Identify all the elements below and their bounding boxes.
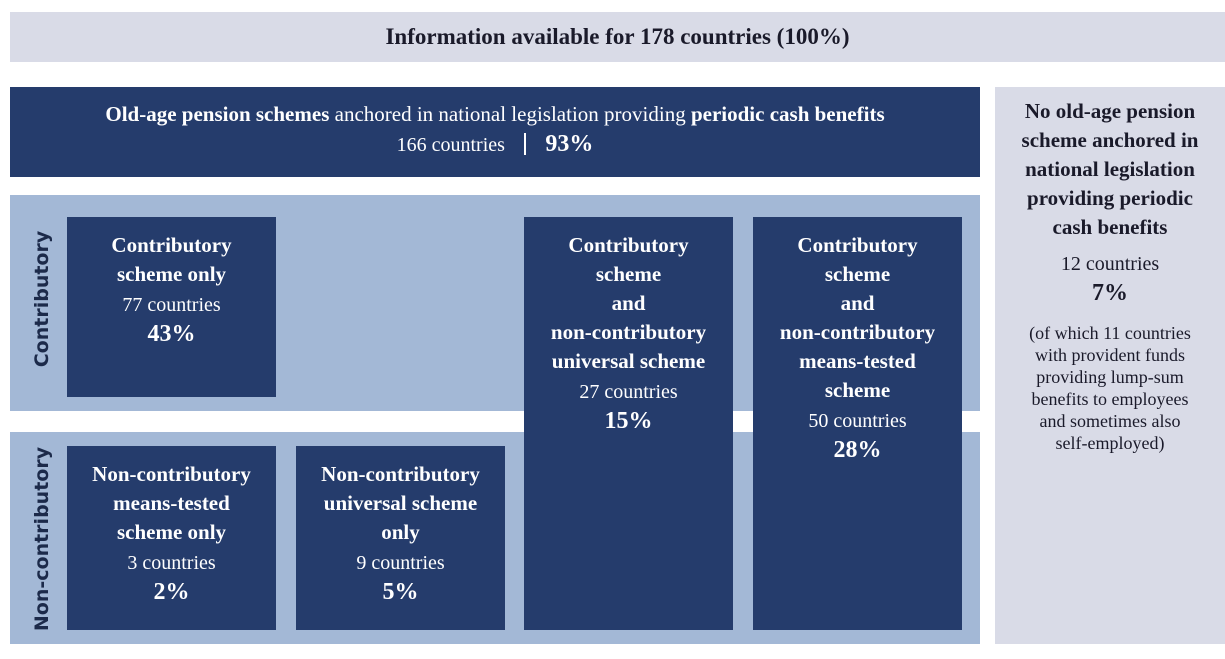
box-countries: 27 countries (579, 381, 678, 403)
scheme-box: Contributory scheme and non-contributory uni… (524, 217, 733, 630)
scheme-box: Non-contributory means-tested scheme only 3… (67, 446, 276, 630)
side-note: providing lump-sum (1036, 367, 1184, 387)
box-percent: 43% (147, 321, 196, 347)
diagram: Information available for 178 countries … (10, 12, 1225, 644)
box-title: non-contributory (550, 320, 707, 344)
main-countries: 166 countries (396, 134, 505, 156)
group-label: Non-contributory (31, 446, 53, 632)
box-percent: 15% (604, 408, 653, 434)
header-title: Information available for 178 countries … (10, 12, 1225, 62)
box-title: scheme (824, 262, 891, 286)
box-title: means-tested (799, 349, 916, 373)
box-percent: 28% (833, 437, 882, 463)
box-title: only (381, 520, 420, 544)
side-title: national legislation (1025, 157, 1195, 181)
main-title-bold: periodic cash benefits (690, 102, 885, 126)
side-countries: 12 countries (1060, 253, 1160, 275)
box-percent: 5% (382, 579, 419, 605)
scheme-box: Non-contributory universal scheme only 9 co… (296, 446, 505, 630)
box-title: Contributory (111, 233, 232, 257)
side-title: cash benefits (1052, 215, 1168, 239)
main-title-bold: Old-age pension schemes (105, 102, 330, 126)
main-percent: 93% (545, 131, 594, 157)
side-percent: 7% (1092, 280, 1128, 306)
side-note: benefits to employees (1031, 389, 1189, 409)
scheme-box: Contributory scheme and non-contributory mea… (753, 217, 962, 630)
side-title: providing periodic (1027, 186, 1193, 210)
spacer (995, 308, 1225, 322)
side-note: with provident funds (1035, 345, 1185, 365)
box-title: and (611, 291, 646, 315)
box-title: universal scheme (323, 491, 478, 515)
box-percent: 2% (153, 579, 190, 605)
main-title: anchored in national legislation providi… (329, 102, 691, 126)
box-title: and (840, 291, 875, 315)
side-title: No old-age pension (1024, 99, 1196, 123)
group-label: Contributory (31, 230, 53, 368)
box-title: Non-contributory (92, 462, 251, 486)
box-title: Non-contributory (321, 462, 480, 486)
box-title: scheme only (116, 520, 227, 544)
main-box: Old-age pension schemes anchored in nati… (10, 87, 980, 177)
box-title: non-contributory (779, 320, 936, 344)
scheme-box: Contributory scheme only 77 countries 43% (67, 217, 276, 397)
box-countries: 9 countries (356, 552, 445, 574)
side-note: (of which 11 countries (1029, 323, 1191, 343)
box-title: Contributory (568, 233, 689, 257)
box-title: scheme only (116, 262, 227, 286)
side-note: self-employed) (1055, 433, 1165, 453)
box-title: scheme (824, 378, 891, 402)
box-countries: 50 countries (808, 410, 907, 432)
side-note: and sometimes also (1039, 411, 1181, 431)
separator (524, 133, 527, 155)
side-panel: No old-age pension scheme anchored in nati… (995, 87, 1225, 644)
box-title: means-tested (113, 491, 230, 515)
side-title: scheme anchored in (1021, 128, 1199, 152)
box-countries: 3 countries (127, 552, 216, 574)
box-title: scheme (595, 262, 662, 286)
box-title: Contributory (797, 233, 918, 257)
box-countries: 77 countries (122, 294, 221, 316)
box-title: universal scheme (551, 349, 706, 373)
